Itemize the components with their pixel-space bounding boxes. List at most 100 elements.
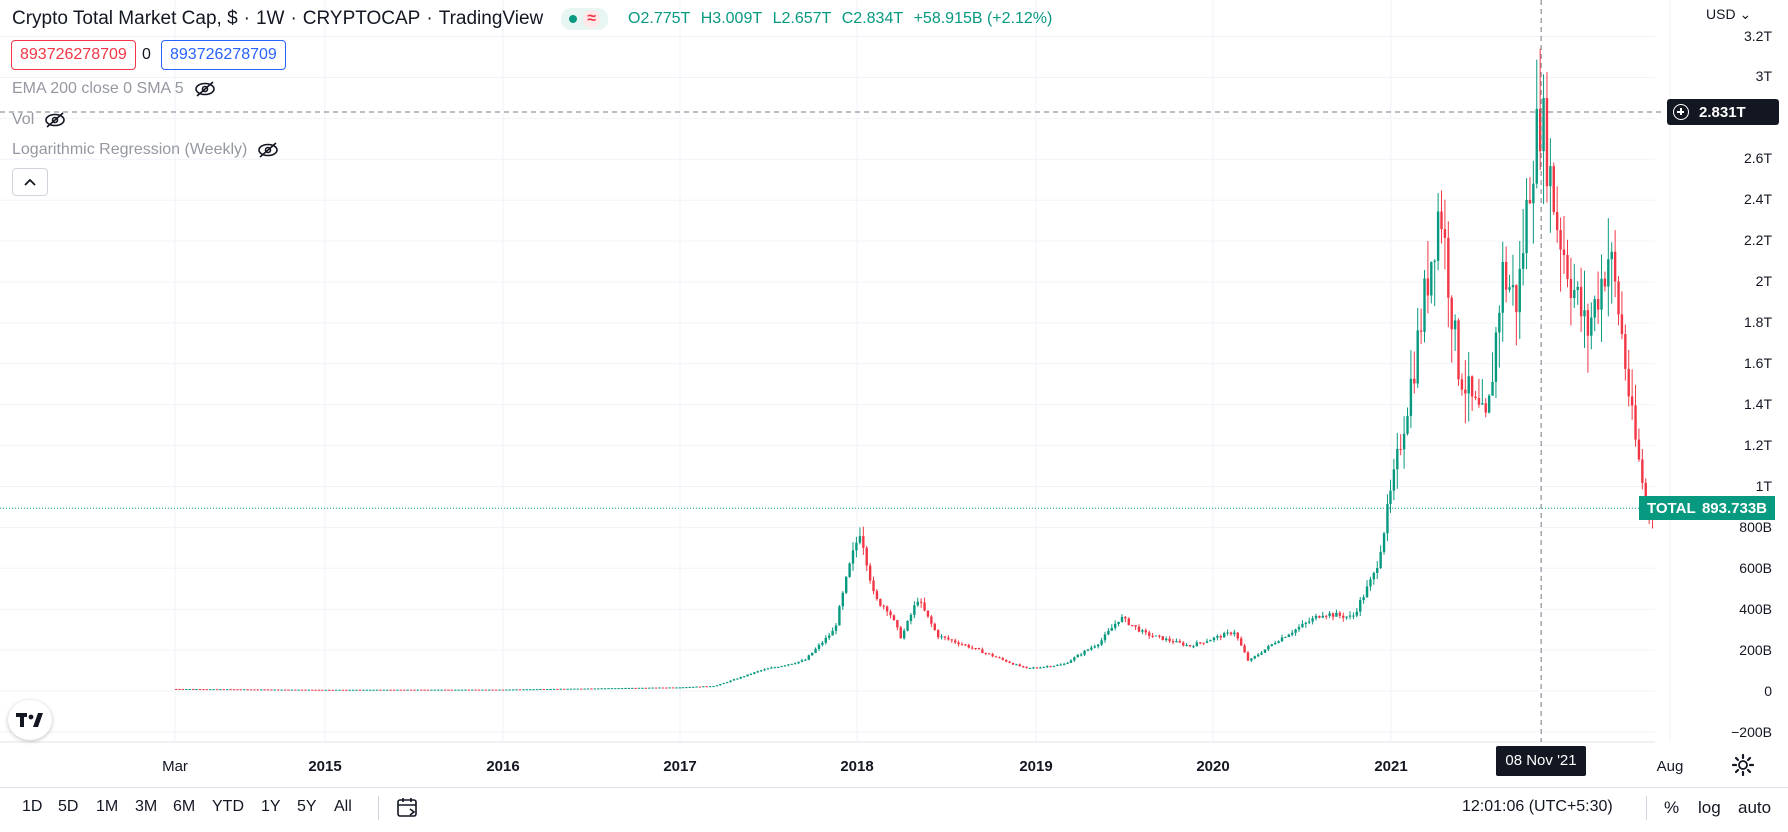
candle-body bbox=[375, 689, 379, 691]
range-1y-button[interactable]: 1Y bbox=[261, 798, 281, 815]
candle-body bbox=[219, 689, 222, 691]
hidden-eye-icon[interactable] bbox=[257, 142, 279, 158]
hidden-eye-icon[interactable] bbox=[44, 112, 66, 128]
candle-body bbox=[1498, 312, 1501, 333]
candle-body bbox=[858, 536, 862, 543]
hidden-eye-icon[interactable] bbox=[194, 81, 216, 97]
candle-body bbox=[1610, 251, 1613, 260]
range-1m-button[interactable]: 1M bbox=[96, 798, 119, 815]
candle-body bbox=[1450, 297, 1453, 330]
candle-body bbox=[1158, 635, 1161, 637]
candle-body bbox=[1525, 199, 1528, 254]
calendar-goto-icon[interactable] bbox=[396, 796, 420, 820]
candle-body bbox=[940, 636, 943, 638]
range-5d-button[interactable]: 5D bbox=[58, 798, 79, 815]
open-value: O2.775T bbox=[628, 10, 691, 27]
range-1d-button[interactable]: 1D bbox=[22, 798, 43, 815]
candle-body bbox=[1144, 630, 1148, 633]
buy-button[interactable]: 893726278709 bbox=[161, 40, 286, 70]
candle-body bbox=[1348, 615, 1352, 617]
candle-body bbox=[950, 639, 953, 641]
candle-body bbox=[174, 688, 178, 690]
candle-body bbox=[780, 666, 783, 668]
range-5y-button[interactable]: 5Y bbox=[297, 798, 317, 815]
price-scale-label: 2.4T bbox=[1743, 191, 1772, 207]
time-scale-label: 2015 bbox=[308, 758, 342, 775]
candle-body bbox=[1467, 376, 1470, 394]
candle-body bbox=[181, 689, 185, 691]
gear-icon[interactable] bbox=[1730, 752, 1756, 778]
candle-body bbox=[1076, 654, 1079, 658]
candle-body bbox=[1545, 98, 1549, 187]
candle-body bbox=[368, 689, 372, 691]
candle-body bbox=[634, 687, 637, 689]
candle-body bbox=[185, 689, 188, 691]
candle-body bbox=[1236, 632, 1239, 639]
range-all-button[interactable]: All bbox=[334, 798, 352, 815]
candle-body bbox=[1637, 439, 1641, 460]
indicator-vol[interactable]: Vol bbox=[12, 111, 66, 129]
candle-body bbox=[522, 689, 525, 691]
interval-label[interactable]: 1W bbox=[255, 8, 285, 29]
collapse-legend-button[interactable] bbox=[12, 168, 48, 196]
range-6m-button[interactable]: 6M bbox=[173, 798, 196, 815]
candle-body bbox=[1453, 320, 1457, 330]
log-scale-toggle[interactable]: log bbox=[1698, 798, 1721, 817]
symbol-label[interactable]: CRYPTOCAP bbox=[302, 8, 421, 29]
auto-scale-toggle[interactable]: auto bbox=[1738, 798, 1772, 817]
candle-body bbox=[348, 689, 351, 691]
candle-body bbox=[807, 655, 810, 660]
candle-body bbox=[1113, 623, 1117, 628]
candle-body bbox=[1005, 659, 1008, 662]
currency-selector[interactable]: USD ⌄ bbox=[1706, 6, 1751, 23]
indicator-log-regression[interactable]: Logarithmic Regression (Weekly) bbox=[12, 141, 279, 159]
candle-body bbox=[1165, 638, 1168, 641]
time-scale-label: 2020 bbox=[1196, 758, 1230, 775]
candle-body bbox=[1627, 368, 1630, 397]
candle-body bbox=[351, 689, 355, 691]
chart-title[interactable]: Crypto Total Market Cap, $ bbox=[12, 8, 238, 29]
percent-scale-toggle[interactable]: % bbox=[1664, 798, 1680, 817]
candle-body bbox=[1484, 403, 1487, 413]
candle-body bbox=[1630, 396, 1634, 406]
candle-body bbox=[994, 656, 998, 658]
candle-body bbox=[1419, 330, 1423, 332]
sell-button[interactable]: 893726278709 bbox=[11, 40, 136, 70]
range-ytd-button[interactable]: YTD bbox=[212, 798, 244, 815]
clock-timezone[interactable]: 12:01:06 (UTC+5:30) bbox=[1462, 798, 1613, 815]
candle-body bbox=[1256, 654, 1260, 657]
price-scale-label: 3.2T bbox=[1743, 28, 1772, 44]
candle-body bbox=[324, 689, 328, 691]
candle-body bbox=[1321, 615, 1325, 618]
candle-body bbox=[702, 686, 705, 688]
candle-body bbox=[1148, 632, 1151, 636]
symbol-legend[interactable]: Crypto Total Market Cap, $ · 1W · CRYPTO… bbox=[12, 8, 1058, 30]
candle-body bbox=[1338, 612, 1342, 616]
tradingview-logo[interactable] bbox=[8, 700, 52, 740]
candle-body bbox=[1079, 654, 1083, 656]
candle-body bbox=[440, 689, 443, 691]
candle-body bbox=[1596, 299, 1600, 310]
candle-body bbox=[1464, 389, 1467, 394]
market-status-badge[interactable]: ≈ bbox=[561, 8, 609, 30]
candle-body bbox=[1260, 652, 1263, 655]
candle-body bbox=[1073, 657, 1076, 661]
candle-body bbox=[328, 689, 331, 691]
candle-body bbox=[936, 630, 940, 638]
candle-body bbox=[1376, 567, 1379, 573]
range-3m-button[interactable]: 3M bbox=[135, 798, 158, 815]
candle-body bbox=[1284, 636, 1287, 638]
add-alert-plus-icon[interactable] bbox=[1673, 104, 1689, 120]
candle-body bbox=[977, 648, 981, 650]
indicator-ema-sma[interactable]: EMA 200 close 0 SMA 5 bbox=[12, 80, 216, 98]
candle-body bbox=[1056, 664, 1059, 666]
crosshair-price-tag[interactable]: 2.831T bbox=[1667, 99, 1779, 125]
last-price-tag: TOTAL 893.733B bbox=[1639, 496, 1775, 520]
candle-body bbox=[1372, 572, 1376, 580]
candle-body bbox=[406, 689, 409, 691]
time-scale-label: 2018 bbox=[840, 758, 874, 775]
candle-body bbox=[566, 688, 569, 690]
close-value: C2.834T bbox=[841, 10, 904, 27]
